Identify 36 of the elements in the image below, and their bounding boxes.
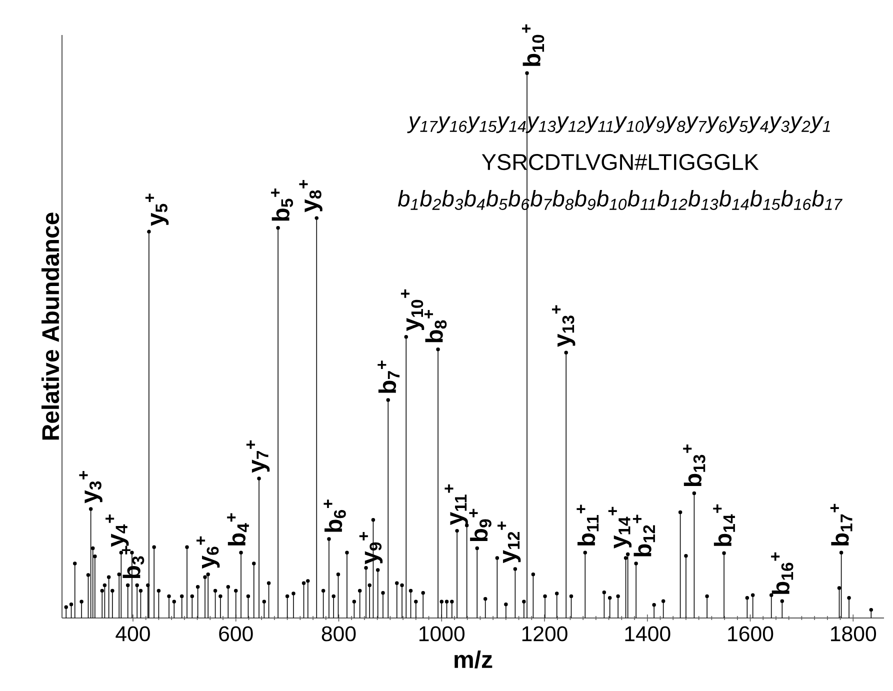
annotation: y$_{12}$+: [498, 522, 521, 564]
annotation: b$_{7}$+: [378, 360, 400, 393]
x-tick-label: 400: [116, 626, 150, 642]
annotation: b$_{16}$+: [771, 552, 794, 594]
x-tick-label: 800: [322, 626, 356, 642]
annotation: y$_{3}$+: [79, 470, 102, 504]
annotation: y$_{4}$+: [106, 514, 129, 547]
annotation: y$_{10}$+: [400, 289, 424, 332]
annotation: y$_{14}$+: [608, 506, 632, 548]
annotation: b$_{8}$+: [424, 310, 447, 342]
y-axis-title: Relative Abundance: [41, 212, 60, 440]
annotation: b$_{4}$+: [227, 513, 249, 546]
annotation: y$_{9}$+: [359, 532, 383, 564]
annotation: y$_{8}$+: [299, 180, 322, 212]
annotation: b$_{11}$+: [576, 504, 599, 546]
annotation: b$_{5}$+: [271, 188, 294, 221]
annotation: b$_{3}$+: [122, 546, 144, 578]
x-tick-label: 1200: [522, 626, 568, 642]
annotation: b$_{10}$+: [522, 24, 544, 66]
annotation: y$_{6}$+: [196, 536, 220, 569]
annotation: y$_{13}$+: [552, 305, 576, 347]
annotation: b$_{17}$+: [830, 504, 852, 546]
annotation: b$_{13}$+: [683, 444, 706, 486]
annotation: y$_{11}$+: [444, 484, 468, 526]
annotation: b$_{14}$+: [713, 504, 735, 546]
annotation: y$_{5}$+: [145, 194, 169, 226]
x-tick-label: 600: [219, 626, 253, 642]
x-tick-label: 1600: [728, 626, 774, 642]
annotation: b$_{12}$+: [632, 514, 655, 556]
x-tick-label: 1800: [831, 626, 876, 642]
x-tick-label: 1400: [625, 626, 670, 642]
annotation: y$_{7}$+: [246, 440, 270, 473]
annotation: b$_{9}$+: [469, 508, 492, 542]
x-tick-label: 1000: [420, 626, 464, 642]
annotation: b$_{6}$+: [324, 500, 346, 532]
x-axis-title: m/z: [454, 650, 492, 668]
